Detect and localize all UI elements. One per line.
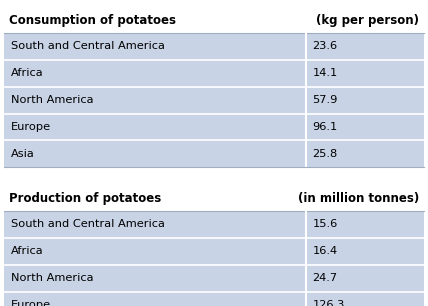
- Text: North America: North America: [11, 273, 93, 283]
- Bar: [4, 60, 424, 87]
- Text: South and Central America: South and Central America: [11, 219, 165, 229]
- Text: 15.6: 15.6: [312, 219, 338, 229]
- Bar: [4, 87, 424, 114]
- Bar: [4, 211, 424, 238]
- Text: Consumption of potatoes: Consumption of potatoes: [9, 14, 175, 27]
- Text: 57.9: 57.9: [312, 95, 338, 105]
- Text: 96.1: 96.1: [312, 122, 338, 132]
- Text: Production of potatoes: Production of potatoes: [9, 192, 161, 205]
- Bar: [4, 140, 424, 167]
- Text: North America: North America: [11, 95, 93, 105]
- Text: Africa: Africa: [11, 246, 43, 256]
- Bar: [4, 265, 424, 292]
- Text: 126.3: 126.3: [312, 300, 345, 306]
- Bar: [4, 238, 424, 265]
- Text: 25.8: 25.8: [312, 149, 338, 159]
- Text: 14.1: 14.1: [312, 68, 338, 78]
- Text: (kg per person): (kg per person): [316, 14, 419, 27]
- Text: Europe: Europe: [11, 300, 51, 306]
- Text: 24.7: 24.7: [312, 273, 338, 283]
- Text: South and Central America: South and Central America: [11, 41, 165, 51]
- Text: 16.4: 16.4: [312, 246, 338, 256]
- Bar: [4, 114, 424, 140]
- Bar: [4, 33, 424, 60]
- Text: Asia: Asia: [11, 149, 34, 159]
- Text: Africa: Africa: [11, 68, 43, 78]
- Text: 23.6: 23.6: [312, 41, 338, 51]
- Bar: [4, 292, 424, 306]
- Text: Europe: Europe: [11, 122, 51, 132]
- Text: (in million tonnes): (in million tonnes): [298, 192, 419, 205]
